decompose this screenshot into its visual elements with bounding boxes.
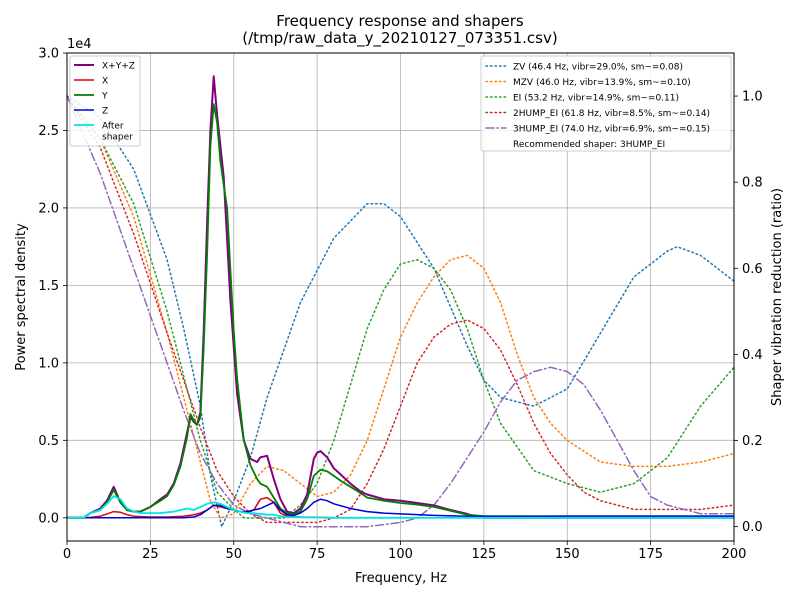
psd-legend-label: Z [102, 107, 108, 117]
shaper-curves [66, 95, 735, 530]
recommended-shaper-label: Recommended shaper: 3HUMP_EI [513, 140, 665, 150]
y2-tick-label: 0.4 [742, 348, 763, 363]
psd-series-line [67, 495, 734, 519]
x-tick-label: 200 [722, 547, 747, 562]
y-axis-label: Power spectral density [14, 223, 29, 371]
y2-tick-label: 1.0 [742, 90, 763, 105]
y2-tick-label: 0.0 [742, 520, 763, 535]
shaper-legend-box [480, 55, 732, 152]
y-axis-ticks: 0.0 0.5 1.0 1.5 2.0 2.5 3.0 [38, 47, 67, 526]
shaper-legend-label: EI (53.2 Hz, vibr=14.9%, sm~=0.11) [513, 94, 679, 104]
y2-axis-ticks: 0.0 0.2 0.4 0.6 0.8 1.0 [734, 90, 763, 535]
shaper-legend-label: MZV (46.0 Hz, vibr=13.9%, sm~=0.10) [513, 78, 691, 88]
x-tick-label: 25 [142, 547, 159, 562]
shaper-series-line [66, 95, 735, 530]
x-tick-label: 50 [225, 547, 242, 562]
y-tick-label: 0.0 [38, 511, 59, 526]
y2-tick-label: 0.2 [742, 434, 763, 449]
psd-curves [67, 75, 734, 519]
y-tick-label: 2.5 [38, 124, 59, 139]
psd-legend: X+Y+Z XYZ After shaper [69, 55, 141, 147]
y2-tick-label: 0.8 [742, 176, 763, 191]
shaper-legend-label: 2HUMP_EI (61.8 Hz, vibr=8.5%, sm~=0.14) [513, 109, 710, 119]
shaper-series-line [66, 95, 735, 528]
chart-subtitle: (/tmp/raw_data_y_20210127_073351.csv) [242, 29, 557, 48]
psd-legend-label: Y [101, 92, 108, 102]
psd-legend-label: After shaper [102, 122, 133, 143]
x-tick-label: 175 [638, 547, 663, 562]
shaper-legend: ZV (46.4 Hz, vibr=29.0%, sm~=0.08) MZV (4… [480, 55, 732, 152]
x-tick-label: 125 [471, 547, 496, 562]
psd-series-line [67, 498, 734, 519]
y2-tick-label: 0.6 [742, 262, 763, 277]
x-tick-label: 100 [388, 547, 413, 562]
shaper-series-line [66, 95, 735, 524]
y-tick-label: 1.5 [38, 279, 59, 294]
y-offset-label: 1e4 [67, 37, 92, 52]
psd-series-line [67, 103, 734, 519]
y-tick-label: 2.0 [38, 201, 59, 216]
x-tick-label: 150 [555, 547, 580, 562]
x-tick-label: 0 [63, 547, 71, 562]
y-tick-label: 1.0 [38, 356, 59, 371]
psd-legend-box [69, 55, 141, 147]
shaper-legend-label: ZV (46.4 Hz, vibr=29.0%, sm~=0.08) [513, 63, 683, 73]
x-axis-label: Frequency, Hz [355, 571, 447, 586]
psd-legend-label: X [102, 77, 108, 87]
x-tick-label: 75 [309, 547, 326, 562]
y-tick-label: 0.5 [38, 434, 59, 449]
shaper-series-line [66, 95, 735, 519]
shaper-series-line [66, 95, 735, 519]
y2-axis-label: Shaper vibration reduction (ratio) [770, 188, 785, 406]
shaper-legend-label: 3HUMP_EI (74.0 Hz, vibr=6.9%, sm~=0.15) [513, 125, 710, 135]
x-axis-ticks: 0 25 50 75 100 125 150 175 200 [63, 541, 747, 562]
chart-title: Frequency response and shapers [276, 12, 524, 30]
y-tick-label: 3.0 [38, 47, 59, 62]
psd-legend-label: X+Y+Z [102, 62, 135, 72]
